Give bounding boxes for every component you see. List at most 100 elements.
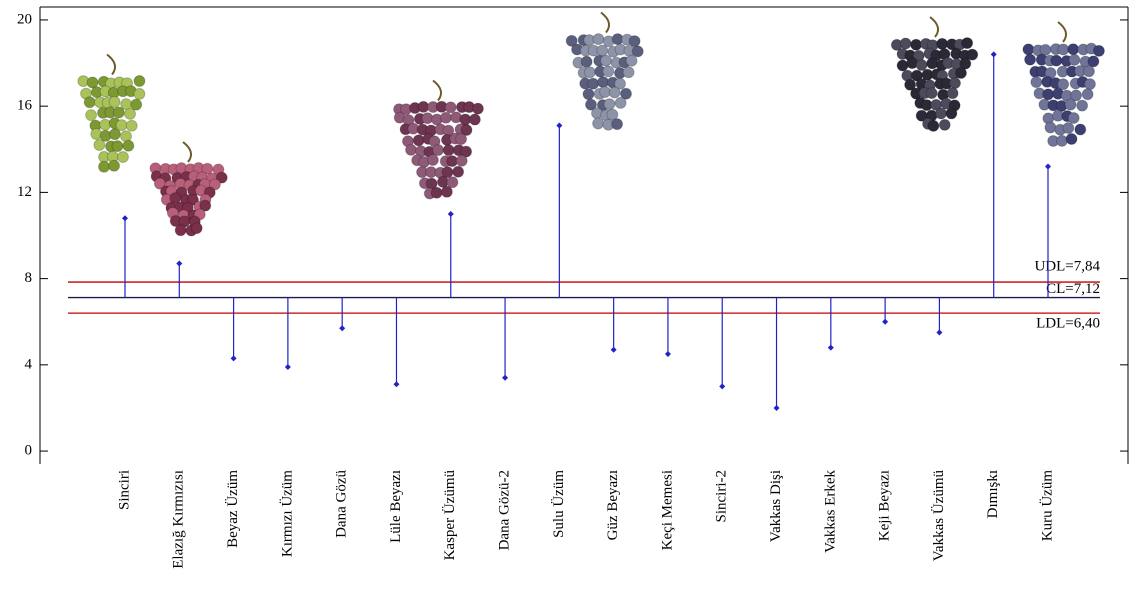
chart: 048121620UDL=7,84CL=7,12LDL=6,40SinciriE… <box>0 0 1132 598</box>
grape-stem <box>183 142 191 162</box>
point <box>774 405 780 411</box>
grape-berry <box>604 99 615 110</box>
grape-berry <box>1084 79 1095 90</box>
grape-berry <box>897 60 908 71</box>
point <box>1045 164 1051 170</box>
grape-berry <box>946 108 957 119</box>
grape-berry <box>175 225 186 236</box>
grape-berry <box>1068 112 1079 123</box>
x-tick-label: Lüle Beyazı <box>388 470 404 543</box>
grape-berry <box>1063 122 1074 133</box>
grape-stem <box>1058 22 1066 42</box>
grape-berry <box>1068 44 1079 55</box>
grape-berry <box>623 67 634 78</box>
x-tick-label: Kasper Üzümü <box>441 470 458 561</box>
point <box>393 381 399 387</box>
grape-berry <box>1065 99 1076 110</box>
grape-berry <box>406 144 417 155</box>
grape-berry <box>916 60 927 71</box>
x-tick-label: Dana Gözü <box>334 470 350 538</box>
grape-berry <box>632 46 643 57</box>
point <box>285 364 291 370</box>
y-tick-label: 20 <box>17 11 32 27</box>
grape-berry <box>949 78 960 89</box>
control-label: LDL=6,40 <box>1036 316 1100 332</box>
point <box>719 383 725 389</box>
grape-berry <box>433 145 444 156</box>
grape-berry <box>109 129 120 140</box>
grape-berry <box>629 36 640 47</box>
grape-berry <box>191 223 202 234</box>
grape-berry <box>456 134 467 145</box>
grape-berry <box>581 56 592 67</box>
grape-berry <box>911 39 922 50</box>
grape-image <box>78 55 145 173</box>
grape-berry <box>1056 135 1067 146</box>
grape-berry <box>1066 133 1077 144</box>
grape-berry <box>1093 45 1104 56</box>
grape-berry <box>962 38 973 49</box>
grape-berry <box>593 118 604 129</box>
grape-berry <box>86 110 97 121</box>
grape-berry <box>447 177 458 188</box>
y-tick-label: 4 <box>25 356 33 372</box>
grape-berry <box>126 120 137 131</box>
point <box>828 345 834 351</box>
x-tick-label: Dana Gözü-2 <box>496 470 512 550</box>
x-tick-label: Dımışkı <box>985 470 1001 518</box>
grape-berry <box>84 97 95 108</box>
point <box>176 261 182 267</box>
grape-berry <box>431 187 442 198</box>
grape-berry <box>626 55 637 66</box>
grape-berry <box>1040 44 1051 55</box>
point <box>611 347 617 353</box>
x-tick-label: Sinciri <box>116 470 132 510</box>
grape-berry <box>1051 55 1062 66</box>
y-tick-label: 16 <box>17 98 33 114</box>
point <box>448 211 454 217</box>
point <box>502 375 508 381</box>
x-tick-label: Vakkas Üzümü <box>930 470 947 562</box>
grape-berry <box>612 119 623 130</box>
point <box>882 319 888 325</box>
grape-berry <box>1069 54 1080 65</box>
grape-berry <box>928 120 939 131</box>
control-label: CL=7,12 <box>1046 281 1100 297</box>
point <box>936 330 942 336</box>
grape-berry <box>440 112 451 123</box>
grape-stem <box>601 13 609 33</box>
grape-stem <box>107 55 115 75</box>
y-tick-label: 12 <box>17 184 32 200</box>
grape-berry <box>609 87 620 98</box>
x-tick-label: Elazığ Kırmızısı <box>171 470 187 569</box>
y-tick-label: 8 <box>25 270 33 286</box>
point <box>231 355 237 361</box>
grape-berry <box>1043 89 1054 100</box>
grape-berry <box>109 96 120 107</box>
grape-image <box>1023 22 1104 146</box>
point <box>339 325 345 331</box>
grape-berry <box>94 139 105 150</box>
grape-berry <box>939 119 950 130</box>
grape-berry <box>584 67 595 78</box>
x-tick-label: Sinciri-2 <box>714 470 730 523</box>
grape-berry <box>134 88 145 99</box>
grape-berry <box>1075 124 1086 135</box>
grape-berry <box>445 102 456 113</box>
grape-berry <box>472 103 483 114</box>
grape-berry <box>1083 66 1094 77</box>
point <box>556 123 562 129</box>
x-tick-label: Keçi Memesi <box>659 470 675 550</box>
grape-berry <box>583 89 594 100</box>
grape-image <box>566 13 643 131</box>
grape-berry <box>1025 54 1036 65</box>
point <box>665 351 671 357</box>
grape-berry <box>1082 89 1093 100</box>
grape-berry <box>117 152 128 163</box>
point <box>122 215 128 221</box>
grape-stem <box>930 17 938 37</box>
grape-berry <box>588 78 599 89</box>
grape-berry <box>947 88 958 99</box>
grape-berry <box>1058 44 1069 55</box>
control-label: UDL=7,84 <box>1034 258 1100 274</box>
